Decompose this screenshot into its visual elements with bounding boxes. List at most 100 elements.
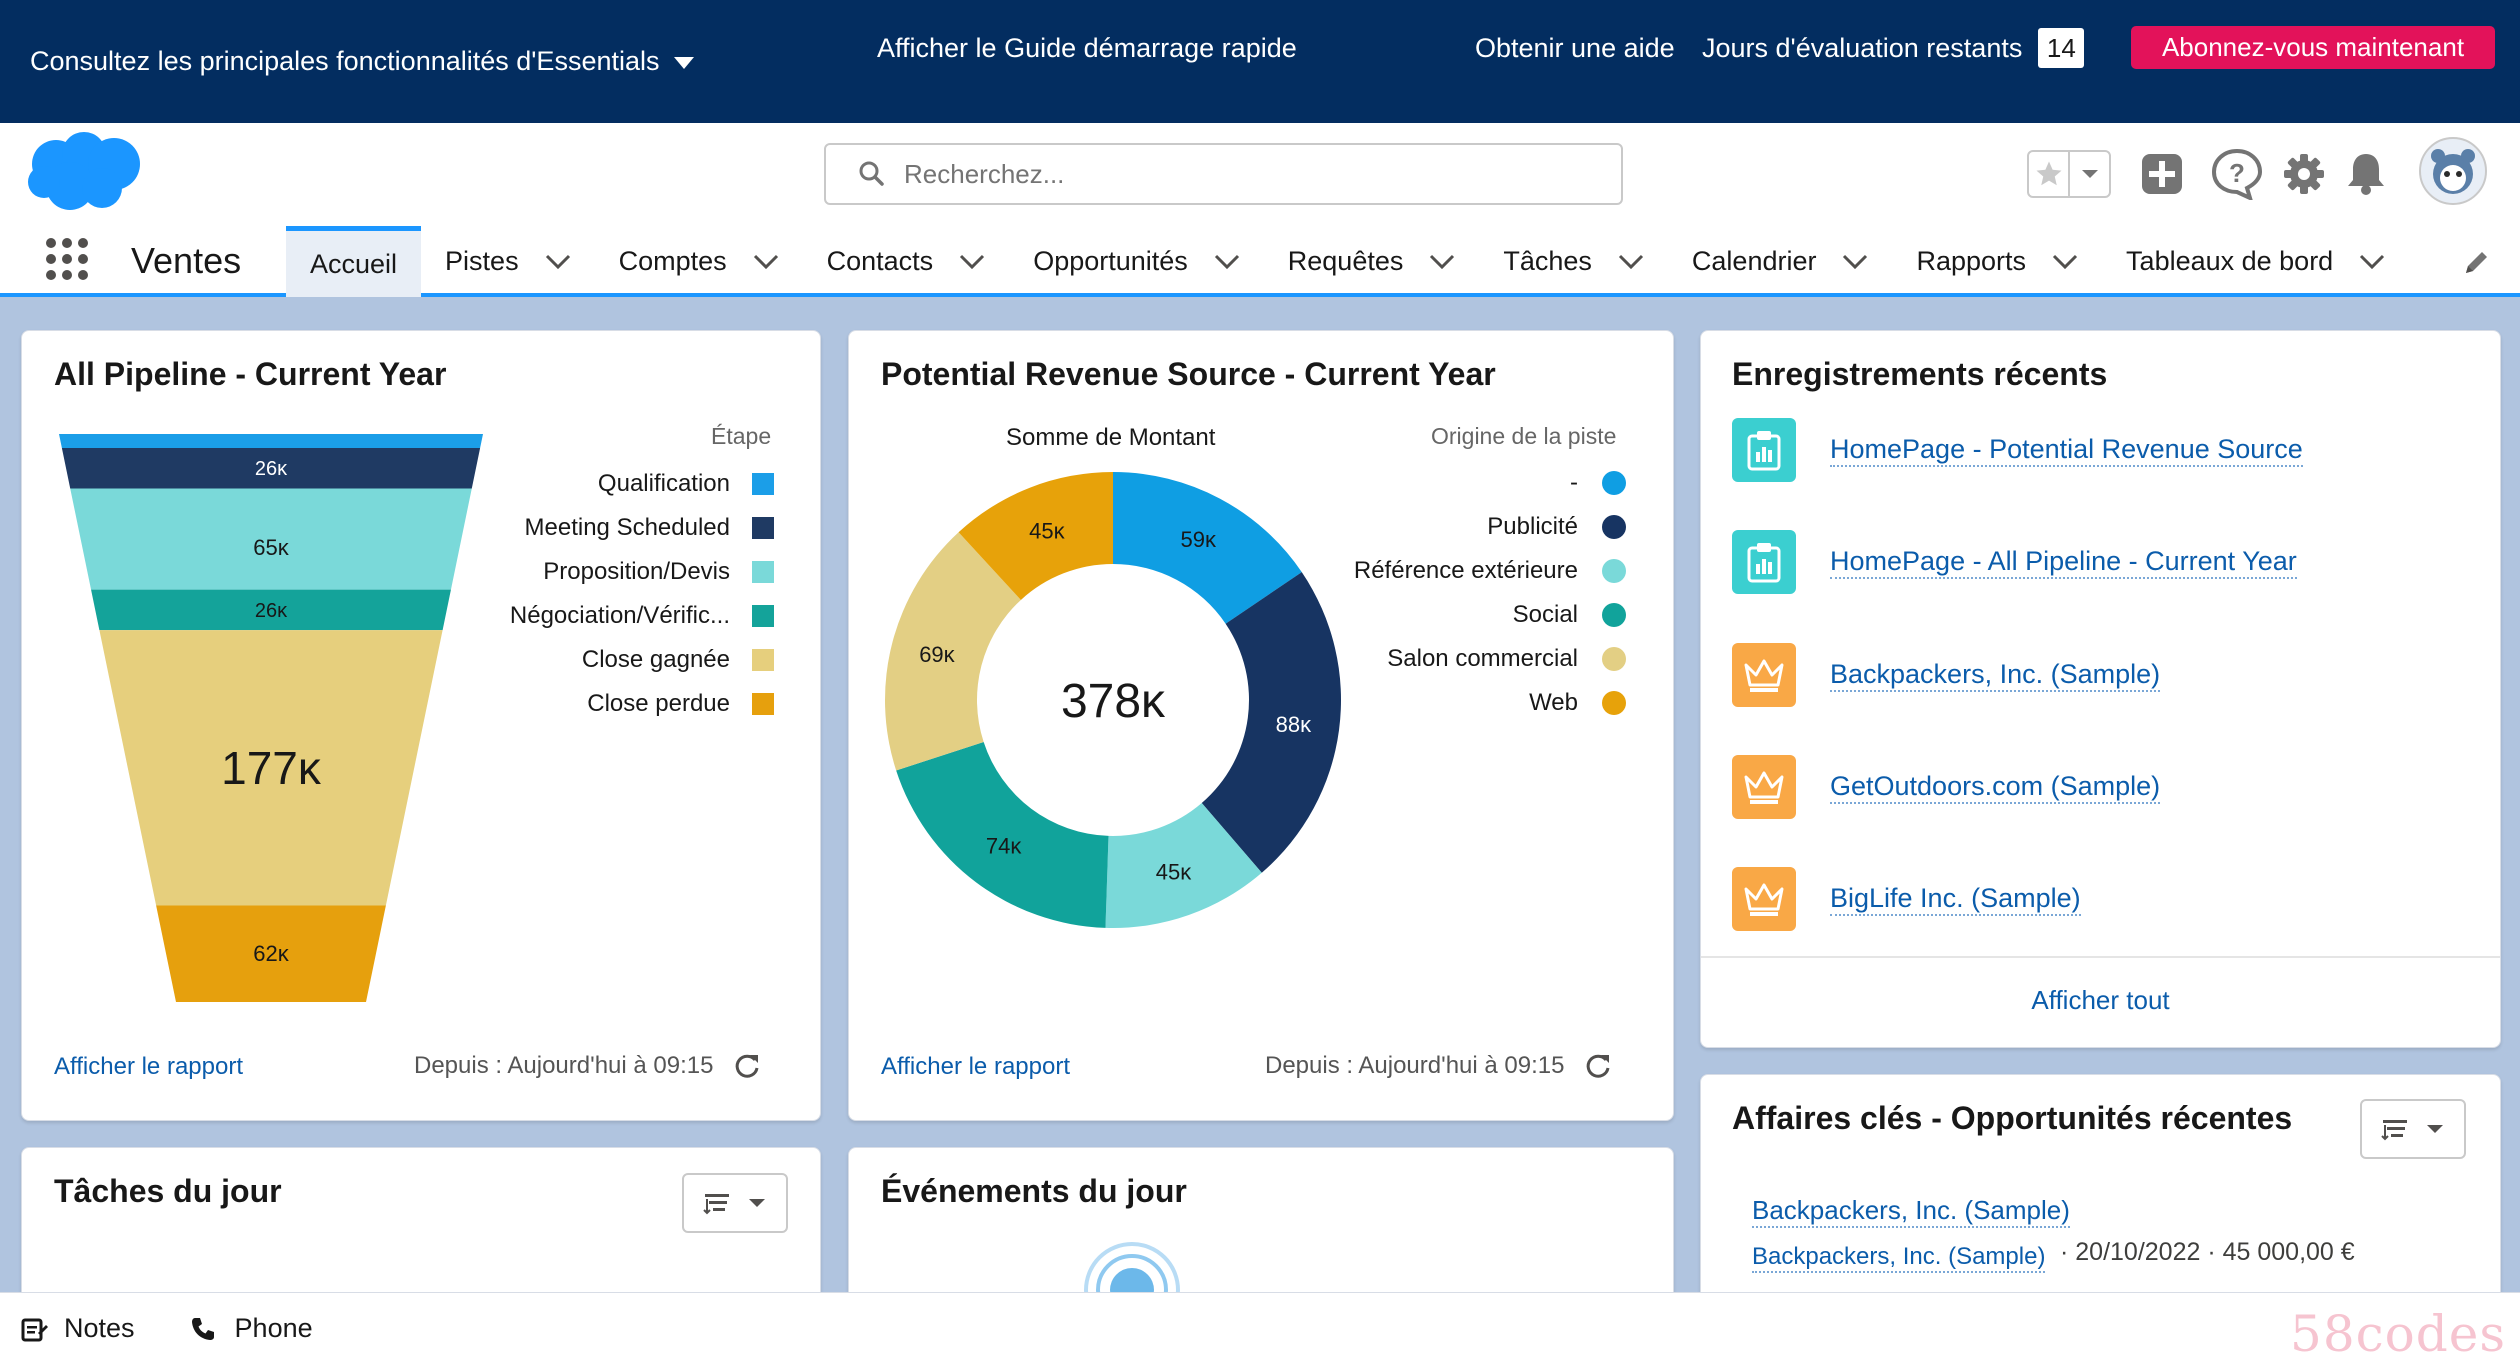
funnel-segment[interactable] [156, 905, 386, 1002]
recent-record-link[interactable]: Backpackers, Inc. (Sample) [1830, 659, 2161, 692]
legend-item[interactable]: Publicité [1487, 513, 1626, 541]
refresh-icon[interactable] [733, 1052, 761, 1080]
revenue-card-title: Potential Revenue Source - Current Year [881, 356, 1496, 392]
pipeline-refresh-info: Depuis : Aujourd'hui à 09:15 [414, 1052, 761, 1080]
recent-record-item[interactable]: HomePage - All Pipeline - Current Year [1732, 530, 2297, 594]
legend-swatch [1602, 515, 1626, 539]
edit-nav-icon[interactable] [2462, 247, 2492, 277]
dashboard-icon [1732, 530, 1796, 594]
tab-rapports[interactable]: Rapports [1892, 226, 2102, 297]
revenue-donut-chart[interactable]: 59ᴋ 88ᴋ 45ᴋ 74ᴋ 69ᴋ 45ᴋ 378ᴋ [878, 465, 1348, 935]
favorites-star-button[interactable] [2029, 152, 2068, 196]
tab-requetes[interactable]: Requêtes [1264, 226, 1480, 297]
global-search[interactable] [824, 143, 1623, 205]
funnel-segment[interactable] [61, 448, 481, 489]
legend-item[interactable]: Social [1513, 601, 1626, 629]
donut-slice[interactable] [1113, 472, 1302, 624]
chevron-down-icon[interactable] [2359, 254, 2385, 270]
utility-phone[interactable]: Phone [189, 1313, 313, 1344]
deal-account-link[interactable]: Backpackers, Inc. (Sample) [1752, 1243, 2046, 1273]
legend-item[interactable]: - [1570, 469, 1626, 497]
chevron-down-icon[interactable] [1618, 254, 1644, 270]
help-button[interactable]: ? [2210, 148, 2264, 200]
recent-record-link[interactable]: HomePage - Potential Revenue Source [1830, 434, 2303, 467]
dashboard-icon [1732, 418, 1796, 482]
chevron-down-icon[interactable] [753, 254, 779, 270]
tab-taches[interactable]: Tâches [1479, 226, 1668, 297]
tab-accueil[interactable]: Accueil [286, 226, 422, 297]
chevron-down-icon [2081, 170, 2098, 178]
chevron-down-icon[interactable] [959, 254, 985, 270]
chevron-down-icon[interactable] [545, 254, 571, 270]
legend-item[interactable]: Salon commercial [1387, 645, 1626, 673]
funnel-segment[interactable] [99, 630, 443, 906]
donut-slice[interactable] [958, 472, 1113, 600]
tab-contacts[interactable]: Contacts [803, 226, 1010, 297]
get-help-link[interactable]: Obtenir une aide [1475, 0, 1675, 96]
chevron-down-icon[interactable] [1429, 254, 1455, 270]
features-dropdown[interactable]: Consultez les principales fonctionnalité… [30, 13, 694, 109]
deal-name-link[interactable]: Backpackers, Inc. (Sample) [1752, 1195, 2070, 1228]
account-crown-icon [1732, 643, 1796, 707]
donut-slice[interactable] [896, 742, 1109, 928]
tab-calendrier[interactable]: Calendrier [1668, 226, 1893, 297]
setup-button[interactable] [2282, 152, 2326, 196]
tab-label: Rapports [1916, 246, 2027, 276]
pipeline-view-report-link[interactable]: Afficher le rapport [54, 1053, 243, 1080]
chevron-down-icon[interactable] [1214, 254, 1240, 270]
chevron-down-icon [749, 1199, 765, 1207]
tab-tableaux-de-bord[interactable]: Tableaux de bord [2102, 226, 2409, 297]
legend-item[interactable]: Qualification [598, 470, 774, 498]
legend-item[interactable]: Meeting Scheduled [525, 514, 774, 542]
legend-item[interactable]: Web [1529, 689, 1626, 717]
legend-label: Référence extérieure [1353, 557, 1578, 584]
legend-item[interactable]: Référence extérieure [1354, 557, 1626, 585]
funnel-segment[interactable] [59, 434, 483, 449]
recent-record-item[interactable]: HomePage - Potential Revenue Source [1732, 418, 2303, 482]
revenue-value-label: Somme de Montant [1006, 424, 1216, 451]
search-input[interactable] [902, 157, 1582, 191]
recent-record-item[interactable]: BigLife Inc. (Sample) [1732, 867, 2081, 931]
app-launcher-icon[interactable] [44, 236, 90, 282]
recent-record-link[interactable]: HomePage - All Pipeline - Current Year [1830, 546, 2297, 579]
recent-record-link[interactable]: BigLife Inc. (Sample) [1830, 883, 2081, 916]
utility-notes[interactable]: Notes [20, 1313, 135, 1344]
tab-pistes[interactable]: Pistes [421, 226, 595, 297]
legend-item[interactable]: Proposition/Devis [543, 558, 774, 586]
favorites-menu-button[interactable] [2068, 152, 2109, 196]
funnel-segment[interactable] [91, 589, 451, 631]
subscribe-button[interactable]: Abonnez-vous maintenant [2131, 26, 2495, 69]
recent-record-item[interactable]: GetOutdoors.com (Sample) [1732, 755, 2161, 819]
user-avatar[interactable] [2418, 136, 2488, 206]
salesforce-logo[interactable] [26, 130, 146, 214]
view-all-link[interactable]: Afficher tout [2031, 985, 2170, 1015]
legend-item[interactable]: Négociation/Vérific... [510, 602, 774, 630]
revenue-view-report-link[interactable]: Afficher le rapport [881, 1053, 1070, 1080]
tasks-filter-button[interactable] [682, 1173, 788, 1233]
legend-item[interactable]: Close perdue [587, 690, 774, 718]
help-icon: ? [2211, 148, 2263, 200]
legend-item[interactable]: Close gagnée [582, 646, 774, 674]
chevron-down-icon[interactable] [1842, 254, 1868, 270]
donut-slice[interactable] [1201, 572, 1341, 873]
notifications-button[interactable] [2345, 150, 2387, 196]
funnel-segment[interactable] [70, 488, 472, 590]
recent-record-item[interactable]: Backpackers, Inc. (Sample) [1732, 643, 2161, 707]
refresh-icon[interactable] [1584, 1052, 1612, 1080]
donut-slice[interactable] [1105, 803, 1262, 928]
legend-label: Salon commercial [1387, 645, 1578, 672]
donut-value-label: 74ᴋ [986, 833, 1022, 858]
donut-slice[interactable] [885, 532, 1021, 771]
funnel-value-label: 26ᴋ [255, 600, 288, 622]
key-deals-filter-button[interactable] [2360, 1099, 2466, 1159]
quick-start-link[interactable]: Afficher le Guide démarrage rapide [877, 0, 1297, 96]
legend-label: Qualification [597, 470, 730, 497]
legend-swatch [752, 561, 774, 583]
tab-opportunites[interactable]: Opportunités [1009, 226, 1264, 297]
tab-comptes[interactable]: Comptes [595, 226, 803, 297]
recent-record-link[interactable]: GetOutdoors.com (Sample) [1830, 771, 2161, 804]
tab-label: Comptes [618, 246, 727, 276]
chevron-down-icon[interactable] [2052, 254, 2078, 270]
global-actions-button[interactable] [2140, 152, 2184, 196]
pipeline-funnel-chart[interactable]: 26ᴋ 65ᴋ 26ᴋ 177ᴋ 62ᴋ [21, 420, 521, 1020]
